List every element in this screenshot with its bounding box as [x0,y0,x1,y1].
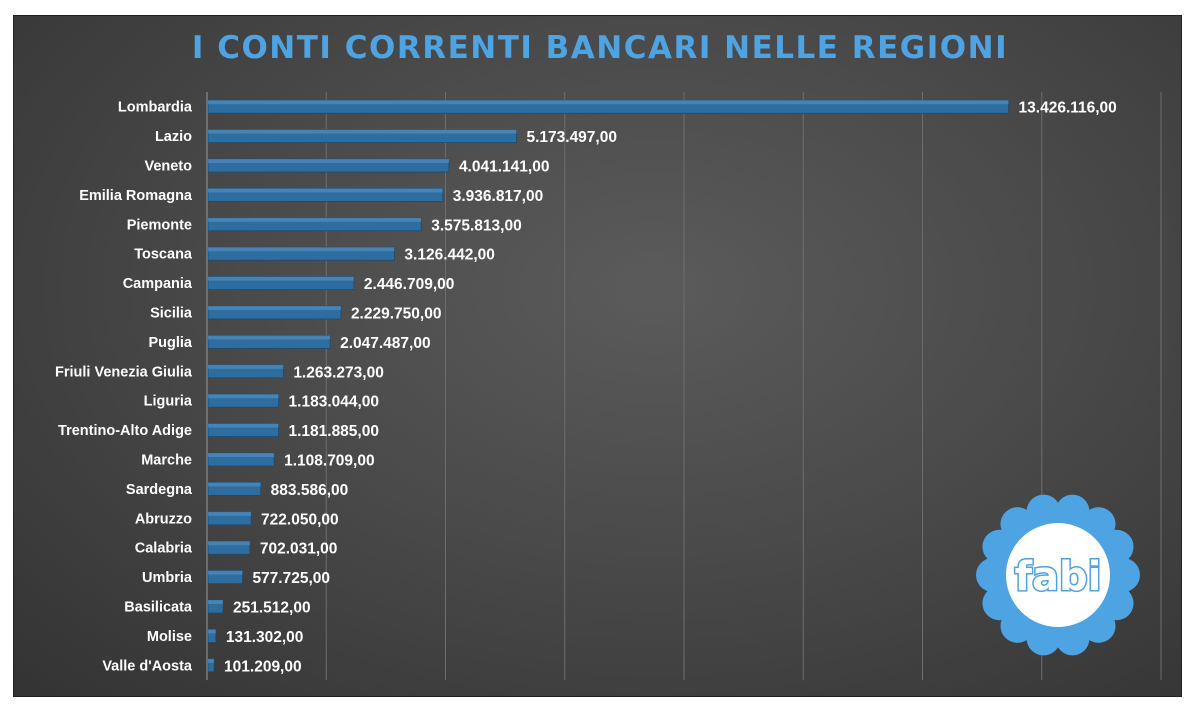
value-label: 131.302,00 [226,629,304,646]
category-label: Emilia Romagna [79,188,193,204]
category-label: Umbria [142,570,193,586]
value-label: 577.725,00 [252,570,330,587]
category-label: Puglia [148,335,192,351]
value-label: 13.426.116,00 [1019,100,1117,117]
fabi-logo: fabi [976,494,1140,656]
value-label: 251.512,00 [233,600,311,617]
value-label: 1.263.273,00 [293,364,384,381]
category-label: Piemonte [127,217,192,233]
value-label: 2.047.487,00 [340,335,431,352]
value-label: 3.936.817,00 [453,188,544,205]
value-label: 2.229.750,00 [351,306,442,323]
bar-highlight [208,570,243,575]
value-label: 1.108.709,00 [284,453,375,470]
bar-highlight [208,658,215,663]
value-label: 722.050,00 [261,511,339,528]
category-label: Molise [147,629,192,645]
value-label: 1.181.885,00 [288,423,379,440]
category-label: Valle d'Aosta [102,658,193,674]
bar-highlight [208,247,395,252]
logo-text: fabi [1015,554,1102,600]
bar-highlight [208,306,341,310]
bar-highlight [208,188,443,193]
bar-highlight [208,541,250,546]
bar-highlight [208,511,252,516]
category-label: Calabria [135,541,193,557]
value-label: 2.446.709,00 [364,276,455,293]
value-label: 702.031,00 [260,541,338,558]
value-label: 3.126.442,00 [404,247,495,264]
bar-highlight [208,159,449,163]
bar-highlight [208,129,517,134]
bar-highlight [208,394,279,399]
bar-highlight [208,629,216,634]
value-label: 1.183.044,00 [289,394,380,411]
category-label: Lazio [155,129,192,145]
category-label: Friuli Venezia Giulia [55,364,193,380]
category-label: Trentino-Alto Adige [58,423,192,439]
bar-highlight [208,423,279,428]
bar-highlight [208,600,223,604]
category-label: Liguria [144,394,193,410]
value-label: 883.586,00 [271,482,349,499]
chart-title: I CONTI CORRENTI BANCARI NELLE REGIONI [191,30,1009,66]
category-label: Veneto [144,159,192,175]
bar-highlight [208,453,275,457]
category-label: Sardegna [126,482,193,498]
category-label: Toscana [134,247,193,263]
value-label: 3.575.813,00 [431,217,522,234]
category-label: Sicilia [150,306,193,322]
bar-highlight [208,217,422,222]
bar-highlight [208,482,261,487]
category-label: Campania [123,276,193,292]
category-label: Marche [141,453,192,469]
logo-center [1006,523,1110,627]
category-label: Abruzzo [135,511,192,527]
category-label: Basilicata [124,600,193,616]
category-label: Lombardia [118,100,193,116]
value-label: 4.041.141,00 [459,159,550,176]
bar-highlight [208,276,354,281]
bar-highlight [208,335,331,340]
bar-highlight [208,100,1009,105]
value-label: 5.173.497,00 [526,129,617,146]
bar-highlight [208,364,284,369]
value-label: 101.209,00 [224,658,302,675]
